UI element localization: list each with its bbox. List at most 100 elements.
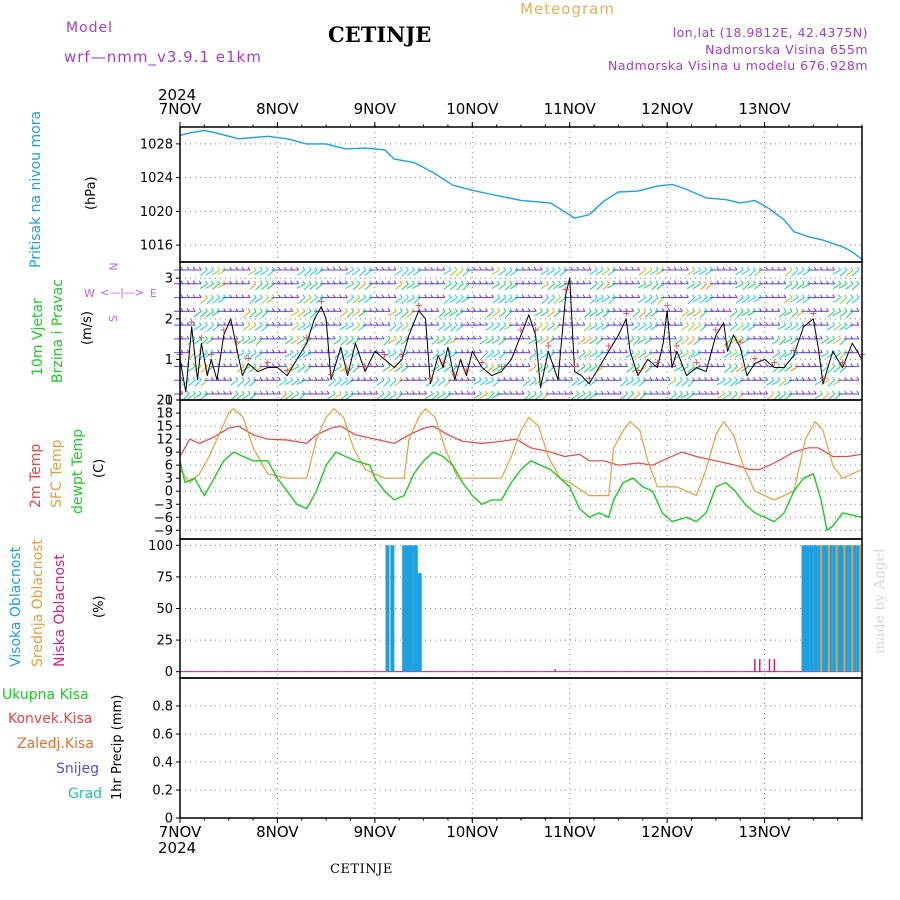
wind-barb [730, 379, 738, 387]
wind-barb [791, 310, 799, 318]
wind-barb [552, 324, 561, 331]
wind-barb [492, 297, 500, 304]
wind-barb-flag [722, 390, 726, 395]
cloud-low-bar [768, 659, 771, 672]
wind-barb [686, 310, 695, 317]
wind-barb [236, 393, 245, 400]
wind-barb-flag [485, 335, 488, 340]
wind-barb-flag [302, 294, 306, 298]
wind-barb-flag [284, 280, 287, 285]
wind-barb [577, 338, 586, 345]
wind-barb [692, 283, 701, 290]
wind-barb [401, 283, 409, 291]
wind-barb-flag [637, 294, 641, 298]
gust-marker: + [770, 357, 778, 368]
wind-barb-flag [198, 390, 202, 395]
wind-barb-flag [582, 390, 586, 395]
wind-barb-flag [399, 321, 403, 326]
page-title: CETINJE [328, 22, 432, 47]
wind-barb-flag [856, 280, 860, 285]
wind-barb [838, 283, 847, 289]
wind-barb-flag [247, 321, 251, 326]
wind-barb [826, 324, 835, 331]
wind-barb-flag [369, 280, 373, 285]
wind-barb-flag [795, 294, 799, 298]
cloud-high-bar [848, 545, 853, 672]
y-tick-label: 1028 [140, 137, 173, 152]
wind-barb-flag [551, 335, 555, 340]
wind-barb-flag [326, 280, 330, 285]
wind-barb [436, 338, 446, 345]
wind-barb-flag [838, 363, 842, 367]
wind-barb [261, 297, 269, 305]
wind-barb [498, 324, 507, 332]
wind-barb [491, 366, 500, 372]
wind-barb-flag [783, 335, 787, 340]
wind-barb [650, 324, 659, 331]
wind-barb-flag [588, 349, 592, 353]
wind-barb [559, 269, 567, 277]
wind-barb-flag [454, 294, 458, 298]
wind-barb [601, 324, 610, 331]
wind-barb [753, 297, 762, 303]
wind-barb-flag [192, 308, 196, 312]
wind-barb-flag [430, 390, 434, 395]
wind-barb-flag [375, 349, 379, 353]
wind-barb-flag [277, 294, 281, 298]
wind-barb-flag [600, 349, 604, 353]
wind-barb-flag [235, 363, 239, 367]
wind-barb-flag [545, 335, 549, 340]
wind-barb [546, 310, 555, 318]
dewpt-line [179, 451, 863, 531]
wind-barb [747, 297, 756, 303]
wind-barb-flag [418, 349, 421, 353]
wind-barb [833, 352, 841, 360]
y-tick-label: 0 [165, 665, 173, 680]
wind-barb-flag [807, 349, 811, 353]
wind-barb [839, 310, 848, 318]
wind-barb-flag [679, 349, 683, 353]
wind-barb-flag [789, 321, 793, 326]
wind-barb-flag [442, 294, 446, 298]
wind-barb-flag [253, 266, 257, 271]
wind-barb [309, 283, 318, 290]
wind-barb-flag [679, 308, 683, 312]
wind-barb-flag [381, 294, 385, 298]
wind-barb-flag [247, 308, 251, 312]
y-tick-label: 3 [165, 272, 173, 287]
wind-barb-flag [241, 376, 245, 381]
wind-barb [346, 366, 354, 373]
wind-barb-flag [685, 308, 689, 312]
wind-barb-flag [539, 294, 543, 298]
wind-barb-flag [685, 376, 689, 381]
precip-conv-label: Konvek.Kisa [8, 711, 93, 727]
wind-barb [333, 393, 342, 399]
wind-barb-flag [819, 349, 823, 353]
wind-barb [783, 310, 793, 317]
wind-barb-flag [643, 321, 647, 326]
wind-barb-flag [235, 335, 239, 340]
wind-barb-flag [399, 363, 403, 367]
wind-barb [486, 352, 494, 359]
wind-barb [401, 324, 409, 332]
wind-barb [449, 297, 458, 304]
gust-marker: + [819, 374, 827, 385]
wind-barb [303, 269, 312, 277]
panel-frame [179, 126, 863, 263]
wind-barb [443, 324, 452, 332]
wind-barb [589, 366, 598, 372]
wind-barb-flag [649, 321, 653, 326]
wind-barb [431, 379, 440, 387]
wind-barb-flag [801, 349, 805, 353]
wind-barb [351, 310, 360, 317]
wind-barb [584, 310, 592, 318]
wind-barb-flag [594, 321, 598, 326]
wind-barb [571, 393, 580, 400]
wind-barb-flag [344, 363, 348, 367]
wind-barb-flag [314, 266, 318, 271]
wind-barb [692, 269, 701, 275]
wind-barb-flag [722, 349, 726, 353]
cloud-low-bar [754, 659, 756, 672]
wind-barb [747, 324, 756, 332]
wind-barb [576, 393, 586, 400]
